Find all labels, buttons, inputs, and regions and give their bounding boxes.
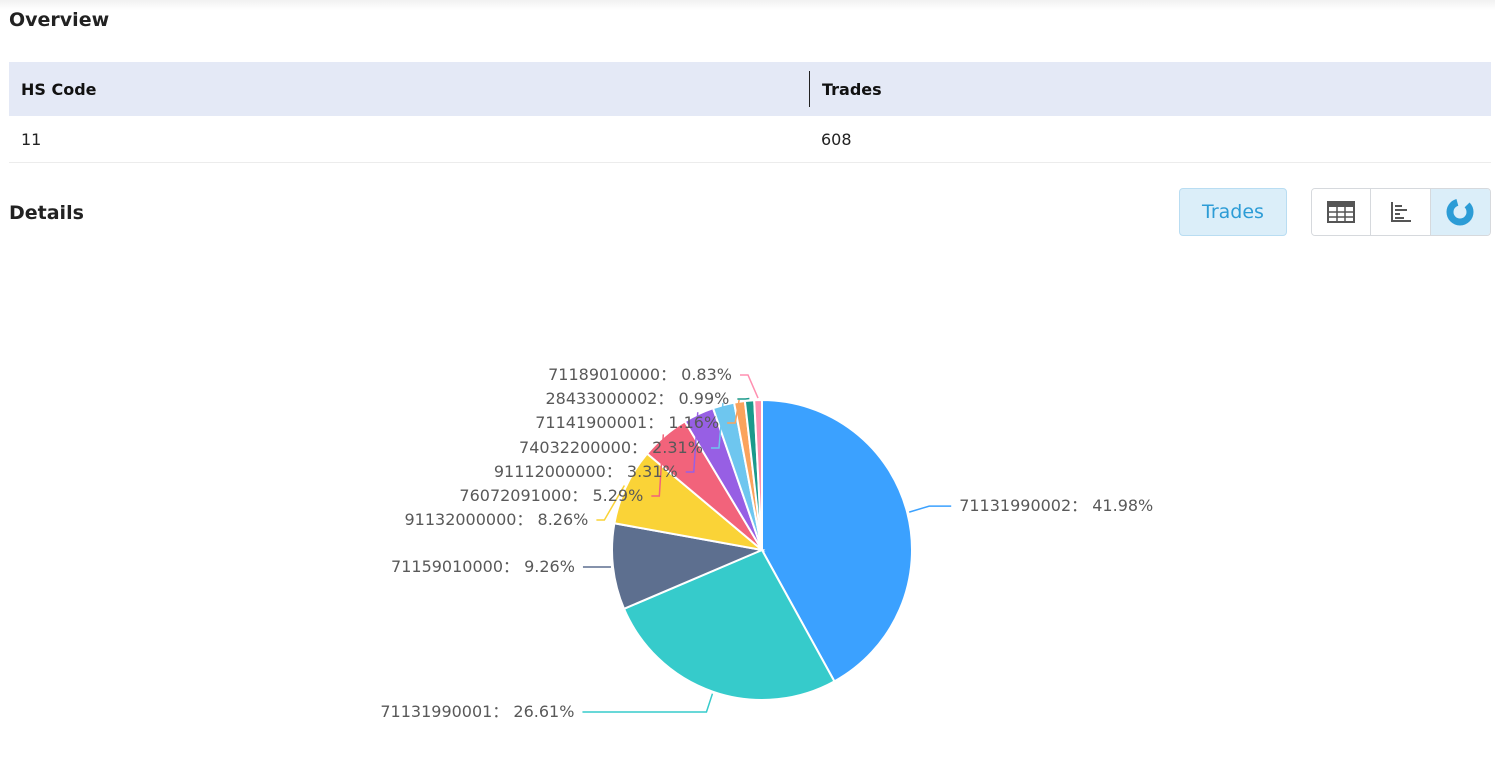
pie-slice-71131990001[interactable] xyxy=(622,548,836,701)
pie-label-71159010000: 71159010000： 9.26% xyxy=(391,557,575,576)
leader-line-71141900001 xyxy=(727,399,740,424)
details-title: Details xyxy=(9,202,84,224)
top-shadow xyxy=(0,0,1495,10)
header-hs-code: HS Code xyxy=(21,79,97,99)
leader-line-91132000000 xyxy=(596,485,626,521)
trades-metric-button[interactable]: Trades xyxy=(1179,188,1287,236)
leader-line-71131990001 xyxy=(582,693,714,713)
overview-table: HS Code Trades 11 608 xyxy=(9,62,1491,163)
leader-line-71189010000 xyxy=(740,374,759,399)
pie-label-71141900001: 71141900001： 1.16% xyxy=(535,413,719,432)
pie-label-91112000000: 91112000000： 3.31% xyxy=(494,462,678,481)
table-header: HS Code Trades xyxy=(9,62,1491,116)
pie-label-71131990002: 71131990002： 41.98% xyxy=(959,496,1153,515)
header-trades: Trades xyxy=(809,71,1491,107)
bar-view-button[interactable] xyxy=(1371,189,1431,235)
pie-label-74032200000: 74032200000： 2.31% xyxy=(519,438,703,457)
leader-line-76072091000 xyxy=(651,434,665,497)
leader-line-71131990002 xyxy=(908,505,952,513)
pie-chart-icon xyxy=(1446,198,1474,226)
pie-slice-71159010000[interactable] xyxy=(611,522,766,611)
table-view-button[interactable] xyxy=(1312,189,1372,235)
pie-slice-71189010000[interactable] xyxy=(753,398,763,551)
table-icon xyxy=(1327,201,1356,223)
cell-hs-code: 11 xyxy=(21,129,42,149)
bar-chart-icon xyxy=(1390,202,1411,222)
cell-trades: 608 xyxy=(821,129,852,149)
pie-label-91132000000: 91132000000： 8.26% xyxy=(404,510,588,529)
view-toggle-group xyxy=(1311,188,1491,236)
pie-chart: 71131990002： 41.98% 71131990001： 26.61% 71… xyxy=(380,365,1153,721)
overview-title: Overview xyxy=(9,9,110,31)
pie-label-76072091000: 76072091000： 5.29% xyxy=(459,486,643,505)
pie-view-button[interactable] xyxy=(1430,189,1490,235)
leader-line-91112000000 xyxy=(685,412,699,473)
pie-slice-71131990002[interactable] xyxy=(761,398,913,683)
pie-label-28433000002: 28433000002： 0.99% xyxy=(545,389,729,408)
table-row: 11 608 xyxy=(9,116,1491,163)
pie-label-71189010000: 71189010000： 0.83% xyxy=(548,365,732,384)
pie-label-71131990001: 71131990001： 26.61% xyxy=(380,702,574,721)
leader-line-74032200000 xyxy=(710,403,724,449)
